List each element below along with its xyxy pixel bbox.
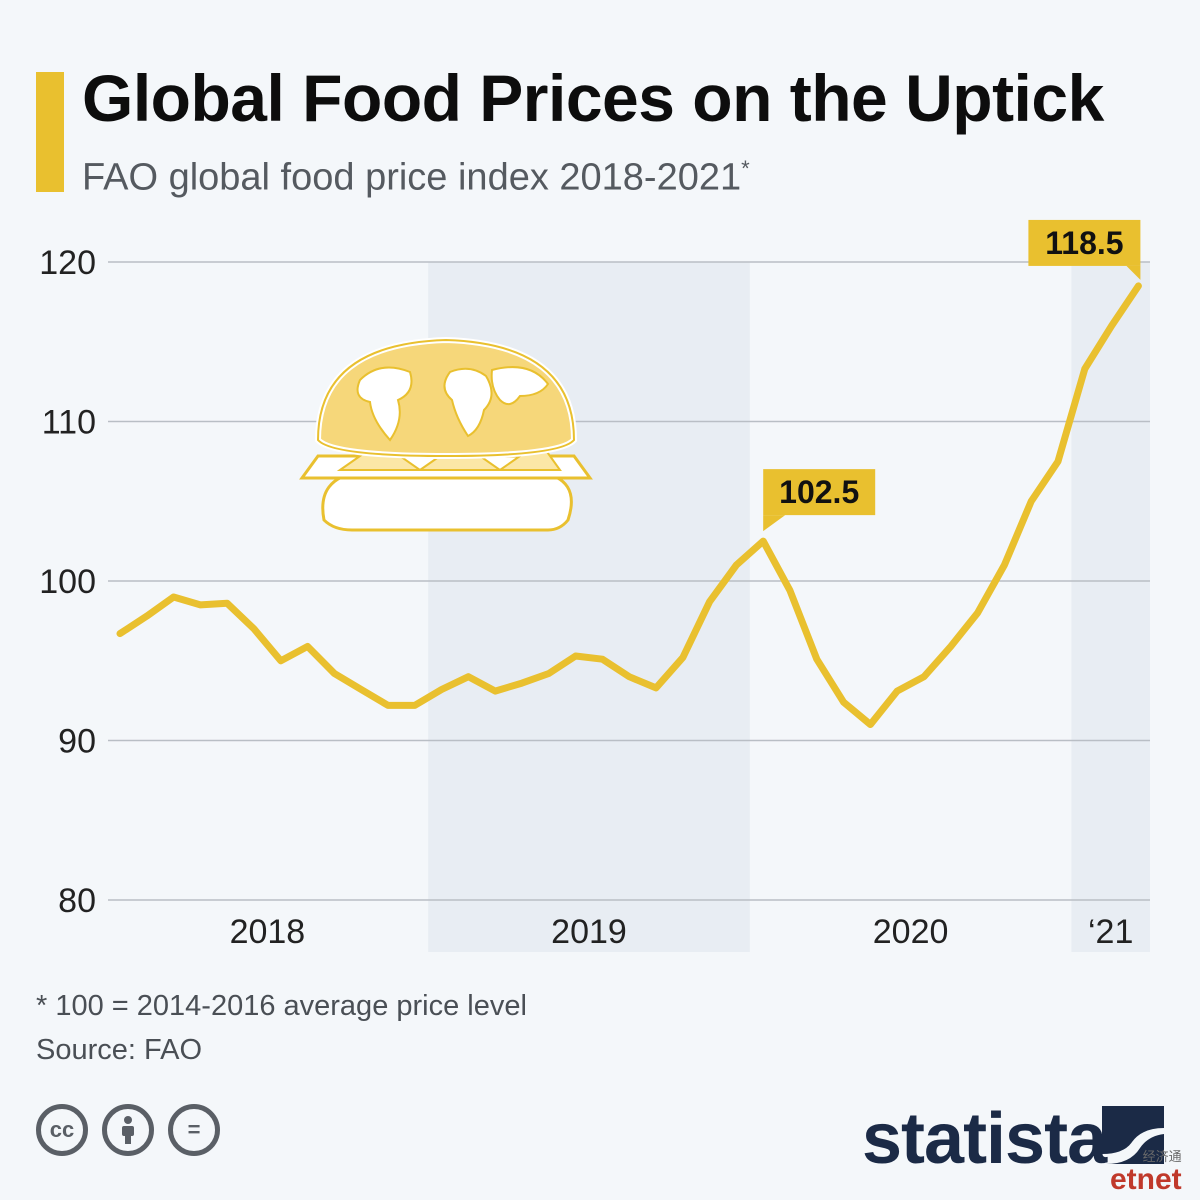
cc-icon: cc xyxy=(36,1104,88,1156)
y-tick-label: 80 xyxy=(58,882,96,920)
x-period-label: ‘21 xyxy=(1088,913,1133,951)
x-period-label: 2018 xyxy=(230,913,306,951)
y-tick-label: 120 xyxy=(39,244,96,282)
annotation-callout-1: 118.5 xyxy=(1028,219,1141,280)
annotation-callout-0: 102.5 xyxy=(763,469,876,532)
etnet-watermark: 经济通 etnet xyxy=(1110,1150,1182,1195)
annotation-pointer xyxy=(1126,265,1141,280)
chart-footnote: * 100 = 2014-2016 average price level xyxy=(36,990,527,1022)
subtitle-footnote-mark: * xyxy=(741,156,750,181)
page-title: Global Food Prices on the Uptick xyxy=(82,61,1104,135)
title-accent-bar xyxy=(36,72,64,192)
statista-mark-icon xyxy=(1102,1106,1164,1164)
annotation-pointer xyxy=(763,515,786,532)
series-line xyxy=(116,282,1142,728)
annotation-label: 118.5 xyxy=(1045,225,1123,261)
y-tick-label: 90 xyxy=(58,723,96,761)
cc-label: cc xyxy=(49,1117,75,1142)
no-derivatives-icon: = xyxy=(168,1104,220,1156)
page-subtitle: FAO global food price index 2018-2021* xyxy=(82,156,750,200)
watermark-text: etnet xyxy=(1110,1163,1182,1196)
chart-source: Source: FAO xyxy=(36,1034,203,1066)
statista-logo: statista xyxy=(862,1099,1107,1179)
globe-burger-icon xyxy=(299,336,593,532)
annotation-box xyxy=(763,469,876,516)
subtitle-text: FAO global food price index 2018-2021 xyxy=(82,156,742,199)
annotation-box xyxy=(1028,219,1141,266)
y-tick-label: 100 xyxy=(39,563,96,601)
x-period-label: 2019 xyxy=(551,913,627,951)
no-derivatives-label: = xyxy=(187,1117,201,1142)
attribution-icon xyxy=(102,1104,154,1156)
watermark-cn: 经济通 xyxy=(1142,1149,1182,1164)
y-tick-label: 110 xyxy=(42,404,96,442)
x-period-label: 2020 xyxy=(873,913,949,951)
annotation-label: 102.5 xyxy=(779,474,859,510)
license-icons: cc = xyxy=(36,1104,220,1156)
